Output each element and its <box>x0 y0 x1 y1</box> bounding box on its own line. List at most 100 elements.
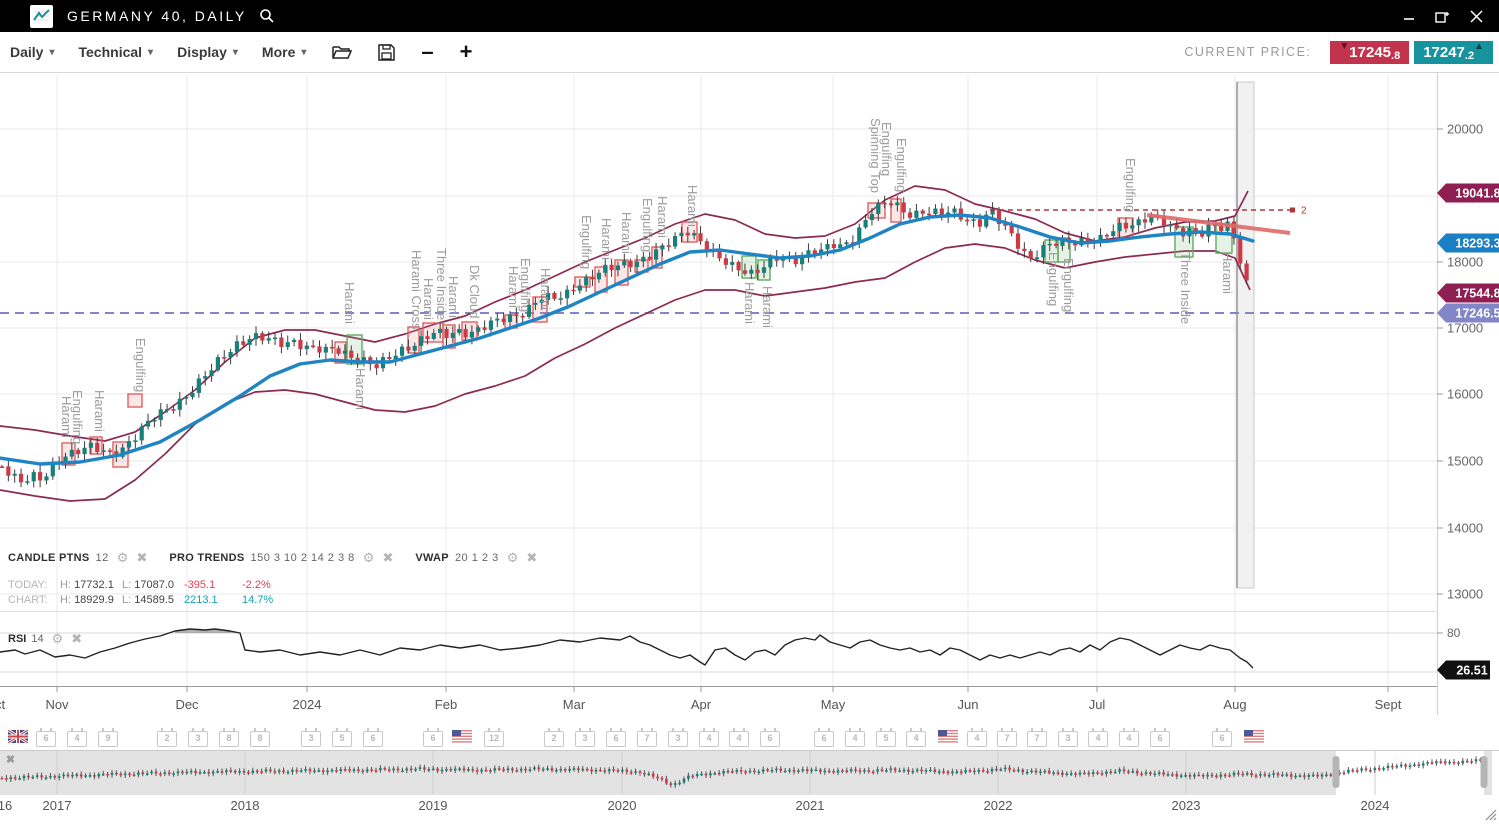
flag-uk-icon[interactable] <box>7 728 29 748</box>
calendar-event-icon[interactable]: 3 <box>1058 728 1078 747</box>
calendar-event-icon[interactable]: 4 <box>967 728 987 747</box>
navigator[interactable] <box>0 750 1499 796</box>
navigator-years: 16 2017 2018 2019 2020 2021 2022 2023 2024 <box>0 798 1499 816</box>
navigator-candles <box>0 756 1487 788</box>
calendar-event-icon[interactable]: 12 <box>484 728 504 747</box>
pattern-label: Harami <box>342 282 357 324</box>
calendar-event-icon[interactable]: 4 <box>906 728 926 747</box>
price-badge: 17544.8 <box>1437 283 1499 303</box>
calendar-event-icon[interactable]: 7 <box>637 728 657 747</box>
price-badge: 18293.3 <box>1437 233 1499 253</box>
down-arrow-icon: ▼ <box>1339 40 1350 52</box>
calendar-event-icon[interactable]: 6 <box>760 728 780 747</box>
menu-technical[interactable]: Technical ▾ <box>78 44 154 60</box>
calendar-event-icon[interactable]: 8 <box>219 728 239 747</box>
gridlines <box>0 75 1437 686</box>
flag-us-icon[interactable] <box>938 730 958 748</box>
today-percent: -2.2% <box>242 579 271 591</box>
calendar-event-icon[interactable]: 3 <box>668 728 688 747</box>
pattern-label: Harami <box>538 268 553 310</box>
alert-line-label: 2 <box>1301 206 1307 217</box>
navigator-right-handle[interactable] <box>1480 756 1488 788</box>
selection-highlight-band[interactable] <box>1236 81 1255 589</box>
close-icon[interactable]: ✖ <box>382 550 394 565</box>
close-icon[interactable]: ✖ <box>136 550 148 565</box>
calendar-event-icon[interactable]: 7 <box>1027 728 1047 747</box>
trend-line-drawing[interactable] <box>1146 213 1291 235</box>
pattern-label: Spinning Top <box>868 118 883 193</box>
zoom-in-button[interactable]: + <box>459 39 473 64</box>
rsi-tick-label: 80 <box>1447 626 1461 640</box>
close-icon[interactable]: ✖ <box>71 631 83 646</box>
navigator-mask-right[interactable] <box>1484 751 1492 795</box>
pattern-label: Engulfing <box>1046 252 1061 306</box>
calendar-event-icon[interactable]: 6 <box>36 728 56 747</box>
calendar-event-icon[interactable]: 5 <box>332 728 352 747</box>
calendar-event-icon[interactable]: 6 <box>1212 728 1232 747</box>
month-label: Sept <box>1374 697 1402 712</box>
month-label: Jul <box>1088 697 1106 712</box>
price-tick-label: 16000 <box>1447 387 1483 402</box>
menu-daily[interactable]: Daily ▾ <box>10 44 55 60</box>
calendar-event-icon[interactable]: 6 <box>423 728 443 747</box>
calendar-event-icon[interactable]: 5 <box>876 728 896 747</box>
calendar-event-icon[interactable]: 3 <box>575 728 595 747</box>
pattern-label: Harami <box>446 276 461 318</box>
gear-icon[interactable]: ⚙ <box>51 631 64 646</box>
restore-button[interactable] <box>1435 9 1450 23</box>
calendar-event-icon[interactable]: 6 <box>606 728 626 747</box>
save-icon[interactable] <box>378 43 396 61</box>
calendar-event-icon[interactable]: 3 <box>301 728 321 747</box>
menu-more[interactable]: More ▾ <box>261 44 307 60</box>
price-tick-label: 18000 <box>1447 255 1483 270</box>
calendar-event-icon[interactable]: 4 <box>845 728 865 747</box>
pattern-label: Harami <box>1220 252 1235 294</box>
title-bar: GERMANY 40, DAILY <box>0 0 1499 32</box>
price-badge: 19041.8 <box>1437 183 1499 203</box>
calendar-event-icon[interactable]: 6 <box>363 728 383 747</box>
flag-us-icon[interactable] <box>452 730 472 748</box>
open-folder-icon[interactable] <box>332 44 353 60</box>
year-label: 2021 <box>795 798 825 813</box>
gear-icon[interactable]: ⚙ <box>362 550 375 565</box>
navigator-close-button[interactable]: ✖ <box>5 754 16 766</box>
minimize-button[interactable] <box>1403 10 1415 22</box>
calendar-event-icon[interactable]: 8 <box>250 728 270 747</box>
calendar-event-icon[interactable]: 7 <box>997 728 1017 747</box>
calendar-event-icon[interactable]: 4 <box>67 728 87 747</box>
calendar-event-icon[interactable]: 2 <box>157 728 177 747</box>
month-label: ct <box>0 697 6 712</box>
menu-display[interactable]: Display ▾ <box>177 44 238 60</box>
calendar-event-icon[interactable]: 4 <box>1119 728 1139 747</box>
navigator-mask-left[interactable] <box>0 751 1336 795</box>
gear-icon[interactable]: ⚙ <box>506 550 519 565</box>
rsi-value-badge: 26.51 <box>1437 660 1490 680</box>
indicator-vwap: VWAP 20 1 2 3 ⚙ ✖ <box>415 550 538 565</box>
calendar-event-icon[interactable]: 4 <box>1088 728 1108 747</box>
year-label: 2022 <box>983 798 1013 813</box>
month-label: Nov <box>45 697 69 712</box>
zoom-out-button[interactable]: – <box>421 39 434 64</box>
calendar-event-icon[interactable]: 6 <box>1150 728 1170 747</box>
navigator-left-handle[interactable] <box>1332 756 1340 788</box>
calendar-event-icon[interactable]: 9 <box>98 728 118 747</box>
search-icon[interactable] <box>259 8 275 24</box>
alert-line-handle[interactable] <box>1290 207 1295 213</box>
resize-grip-icon[interactable] <box>1485 809 1497 821</box>
flag-us-icon[interactable] <box>1244 730 1264 748</box>
calendar-event-icon[interactable]: 6 <box>814 728 834 747</box>
year-label: 2019 <box>418 798 448 813</box>
calendar-event-icon[interactable]: 4 <box>729 728 749 747</box>
calendar-event-icon[interactable]: 4 <box>699 728 719 747</box>
price-badge-text: 17544.8 <box>1455 287 1499 301</box>
calendar-event-icon[interactable]: 3 <box>188 728 208 747</box>
chevron-down-icon: ▾ <box>232 46 238 58</box>
calendar-event-icon[interactable]: 2 <box>544 728 564 747</box>
gear-icon[interactable]: ⚙ <box>116 550 129 565</box>
close-icon[interactable]: ✖ <box>526 550 538 565</box>
year-label: 2024 <box>1360 798 1390 813</box>
pattern-label: Engulfing <box>1123 158 1138 212</box>
indicator-candle-patterns: CANDLE PTNS 12 ⚙ ✖ <box>8 550 148 565</box>
close-button[interactable] <box>1470 9 1483 23</box>
